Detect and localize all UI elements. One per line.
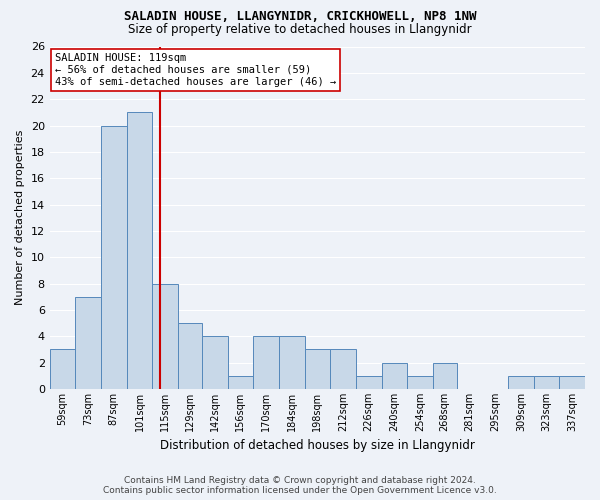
Y-axis label: Number of detached properties: Number of detached properties [15,130,25,306]
Text: Contains HM Land Registry data © Crown copyright and database right 2024.
Contai: Contains HM Land Registry data © Crown c… [103,476,497,495]
X-axis label: Distribution of detached houses by size in Llangynidr: Distribution of detached houses by size … [160,440,475,452]
Bar [253,336,279,389]
Bar [508,376,533,389]
Text: SALADIN HOUSE: 119sqm
← 56% of detached houses are smaller (59)
43% of semi-deta: SALADIN HOUSE: 119sqm ← 56% of detached … [55,54,336,86]
Bar [533,376,559,389]
Bar [178,323,202,389]
Text: SALADIN HOUSE, LLANGYNIDR, CRICKHOWELL, NP8 1NW: SALADIN HOUSE, LLANGYNIDR, CRICKHOWELL, … [124,10,476,23]
Bar [407,376,433,389]
Bar [227,376,253,389]
Bar [559,376,585,389]
Bar [101,126,127,389]
Bar [330,350,356,389]
Bar [50,350,76,389]
Bar [152,284,178,389]
Bar [279,336,305,389]
Text: Size of property relative to detached houses in Llangynidr: Size of property relative to detached ho… [128,22,472,36]
Bar [76,297,101,389]
Bar [305,350,330,389]
Bar [382,362,407,389]
Bar [202,336,227,389]
Bar [356,376,382,389]
Bar [433,362,457,389]
Bar [127,112,152,389]
